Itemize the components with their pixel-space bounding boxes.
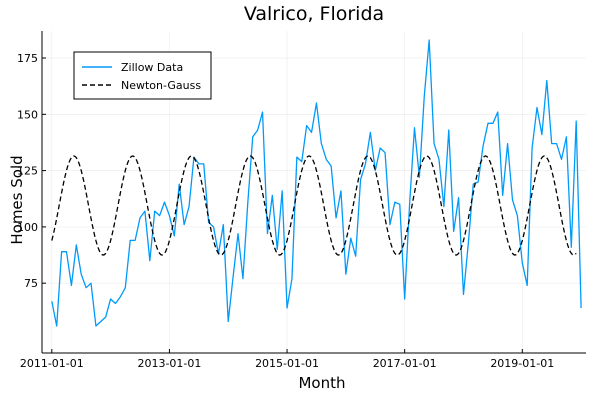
y-tick-label: 125 [17, 165, 38, 178]
series-line-newton-gauss [51, 155, 577, 256]
x-tick-label: 2017-01-01 [373, 357, 437, 370]
x-tick-label: 2013-01-01 [137, 357, 201, 370]
axes [41, 31, 586, 354]
legend: Zillow Data Newton-Gauss [73, 51, 212, 100]
y-axis-label: Homes Sold [8, 155, 26, 244]
grid-lines [42, 31, 586, 353]
x-tick-label: 2019-01-01 [490, 357, 554, 370]
y-tick-label: 100 [17, 221, 38, 234]
legend-label-newton-gauss: Newton-Gauss [121, 79, 201, 92]
x-tick-label: 2015-01-01 [255, 357, 319, 370]
y-tick-label: 75 [24, 277, 38, 290]
y-tick-labels: 75 100 125 150 175 [17, 52, 38, 290]
legend-label-zillow-data: Zillow Data [121, 61, 183, 74]
legend-box [73, 51, 212, 100]
x-tick-labels: 2011-01-01 2013-01-01 2015-01-01 2017-01-01… [20, 357, 554, 370]
y-tick-label: 150 [17, 108, 38, 121]
series-line-zillow-data [51, 39, 582, 327]
x-axis-label: Month [298, 374, 345, 392]
x-tick-label: 2011-01-01 [20, 357, 84, 370]
y-tick-label: 175 [17, 52, 38, 65]
series-layer [51, 39, 582, 327]
chart-title: Valrico, Florida [244, 3, 384, 25]
